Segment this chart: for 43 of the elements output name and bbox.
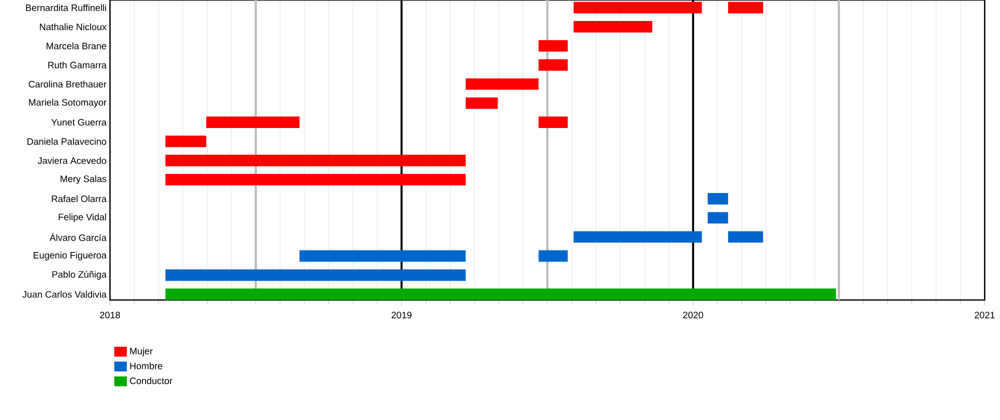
- y-tick-label: Rafael Olarra: [52, 195, 107, 202]
- y-tick-label: Daniela Palavecino: [28, 138, 106, 145]
- x-tick-label: 2018: [100, 312, 120, 318]
- y-tick-label: Ruth Gamarra: [48, 62, 107, 68]
- y-tick-label: Mariela Sotomayor: [29, 98, 106, 108]
- bar: [538, 250, 568, 262]
- legend-label: Mujer: [130, 348, 153, 356]
- y-tick-label: Felipe Vidal: [58, 213, 106, 222]
- legend-label: Hombre: [130, 362, 162, 370]
- bar: [708, 212, 728, 224]
- bar: [466, 78, 539, 90]
- y-tick-label: Pablo Zúñiga: [52, 270, 107, 280]
- bar: [538, 59, 568, 71]
- bar: [165, 288, 836, 300]
- bar: [574, 21, 652, 32]
- y-tick-label: Javiera Acevedo: [38, 157, 106, 164]
- x-tick-label: 2019: [392, 312, 412, 318]
- bar: [574, 2, 702, 14]
- bar: [206, 116, 300, 128]
- y-tick-label: Álvaro García: [50, 232, 107, 242]
- y-tick-label: Nathalie Nicloux: [40, 23, 106, 30]
- bar: [728, 231, 764, 243]
- y-tick-label: Bernardita Ruffinelli: [26, 4, 106, 12]
- y-tick-label: Mery Salas: [60, 175, 106, 184]
- x-tick-label: 2020: [683, 312, 704, 318]
- bar: [708, 192, 728, 204]
- bar: [574, 231, 702, 243]
- bar: [165, 269, 466, 281]
- legend-label: Conductor: [130, 377, 172, 384]
- bar: [538, 40, 568, 52]
- bar: [728, 2, 764, 14]
- bar: [165, 154, 466, 166]
- y-tick-label: Juan Carlos Valdivia: [22, 290, 107, 298]
- y-tick-label: Marcela Brane: [46, 42, 106, 50]
- x-tick-label: 2021: [974, 312, 995, 318]
- bar: [165, 174, 466, 186]
- y-tick-label: Yunet Guerra: [51, 118, 107, 126]
- bar: [165, 136, 206, 148]
- bar: [300, 250, 466, 262]
- bar: [466, 97, 498, 109]
- y-tick-label: Eugenio Figueroa: [34, 252, 107, 260]
- bar: [538, 116, 568, 128]
- y-tick-label: Carolina Brethauer: [28, 80, 106, 88]
